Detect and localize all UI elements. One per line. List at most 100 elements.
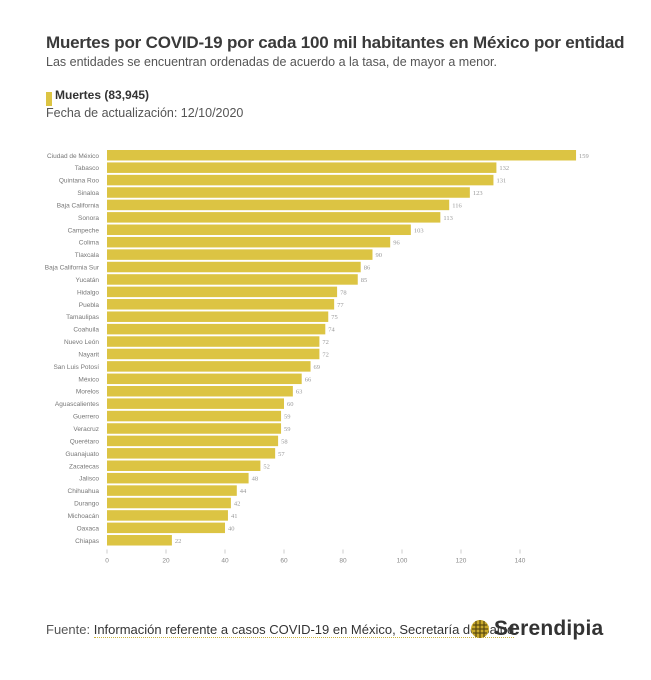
bar[interactable]: [107, 323, 326, 335]
value-label: 131: [496, 178, 506, 185]
value-label: 78: [340, 289, 347, 296]
value-label: 116: [452, 202, 462, 209]
category-label: San Luis Potosí: [53, 364, 99, 371]
category-label: Colima: [79, 240, 100, 247]
category-label: Baja California Sur: [45, 265, 100, 272]
bar[interactable]: [107, 286, 338, 298]
legend-swatch: [46, 92, 52, 106]
bar[interactable]: [107, 385, 293, 397]
category-label: Morelos: [76, 389, 100, 396]
x-tick-label: 140: [515, 557, 526, 564]
category-label: Baja California: [57, 202, 100, 209]
bar[interactable]: [107, 398, 284, 409]
bar[interactable]: [107, 224, 411, 236]
bar[interactable]: [107, 174, 494, 186]
value-label: 44: [240, 488, 247, 495]
value-label: 90: [376, 252, 383, 259]
value-label: 75: [331, 314, 338, 321]
value-label: 66: [305, 376, 312, 383]
category-label: Sinaloa: [77, 190, 99, 197]
value-label: 42: [234, 501, 241, 508]
value-label: 69: [314, 364, 321, 371]
bar[interactable]: [107, 150, 577, 161]
category-label: Veracruz: [73, 426, 99, 433]
value-label: 77: [337, 302, 344, 309]
bar[interactable]: [107, 423, 282, 434]
value-label: 58: [281, 438, 288, 445]
chart-title: Muertes por COVID-19 por cada 100 mil ha…: [46, 33, 625, 52]
category-label: Hidalgo: [77, 289, 99, 296]
bar[interactable]: [107, 199, 450, 211]
value-label: 74: [328, 327, 335, 334]
bar[interactable]: [107, 460, 261, 472]
bar[interactable]: [107, 212, 441, 223]
value-label: 86: [364, 265, 371, 272]
update-date: Fecha de actualización: 12/10/2020: [46, 106, 244, 120]
bar[interactable]: [107, 187, 470, 198]
legend[interactable]: Muertes (83,945): [46, 88, 149, 106]
bar[interactable]: [107, 249, 373, 260]
chart-subtitle: Las entidades se encuentran ordenadas de…: [46, 55, 497, 69]
x-tick-label: 40: [221, 557, 229, 564]
value-label: 103: [414, 227, 424, 234]
value-label: 60: [287, 401, 294, 408]
serendipia-logo[interactable]: Serendipia: [470, 617, 603, 641]
bar[interactable]: [107, 497, 231, 509]
value-label: 41: [231, 513, 238, 520]
category-label: Guanajuato: [65, 451, 99, 458]
category-label: Sonora: [78, 215, 99, 222]
category-label: Michoacán: [68, 513, 100, 520]
bar[interactable]: [107, 472, 249, 484]
x-tick-label: 100: [397, 557, 408, 564]
bar[interactable]: [107, 236, 391, 248]
category-label: Tlaxcala: [75, 252, 100, 259]
value-label: 132: [499, 165, 509, 172]
bar[interactable]: [107, 274, 358, 285]
brand-name: Serendipia: [494, 617, 604, 640]
value-label: 72: [322, 351, 329, 358]
category-label: Jalisco: [79, 476, 99, 483]
category-label: Yucatán: [76, 277, 100, 284]
bar[interactable]: [107, 485, 237, 496]
category-label: Nuevo León: [64, 339, 99, 346]
bar[interactable]: [107, 373, 302, 385]
value-label: 57: [278, 451, 285, 458]
category-label: Guerrero: [73, 414, 99, 421]
bar[interactable]: [107, 311, 329, 322]
category-label: Zacatecas: [69, 463, 100, 470]
bar[interactable]: [107, 410, 282, 422]
x-tick-label: 0: [105, 557, 109, 564]
bar[interactable]: [107, 299, 335, 310]
source-link[interactable]: Información referente a casos COVID-19 e…: [93, 622, 515, 638]
category-label: Tamaulipas: [66, 314, 100, 321]
value-label: 123: [473, 190, 483, 197]
bar[interactable]: [107, 348, 320, 360]
category-label: Querétaro: [70, 438, 100, 445]
bar[interactable]: [107, 510, 228, 521]
category-label: Campeche: [68, 227, 100, 234]
bar[interactable]: [107, 522, 225, 534]
bar[interactable]: [107, 448, 276, 459]
category-label: Tabasco: [75, 165, 100, 172]
bar[interactable]: [107, 361, 311, 372]
bar[interactable]: [107, 162, 497, 173]
value-label: 59: [284, 414, 291, 421]
bar[interactable]: [107, 435, 279, 447]
category-label: Coahuila: [73, 327, 99, 334]
category-label: Oaxaca: [77, 525, 100, 532]
bar[interactable]: [107, 336, 320, 347]
category-label: Nayarit: [78, 351, 99, 358]
bar[interactable]: [107, 261, 361, 273]
value-label: 63: [296, 389, 303, 396]
value-label: 159: [579, 153, 589, 160]
category-label: Ciudad de México: [47, 153, 99, 160]
value-label: 40: [228, 525, 235, 532]
category-label: Chihuahua: [68, 488, 100, 495]
x-tick-label: 60: [280, 557, 288, 564]
bar-chart: Ciudad de México 159 Tabasco 132 Quintana Ro…: [45, 150, 589, 564]
value-label: 113: [443, 215, 453, 222]
category-label: Quintana Roo: [59, 178, 99, 185]
category-label: Chiapas: [75, 538, 100, 545]
value-label: 22: [175, 538, 182, 545]
bar[interactable]: [107, 535, 172, 546]
